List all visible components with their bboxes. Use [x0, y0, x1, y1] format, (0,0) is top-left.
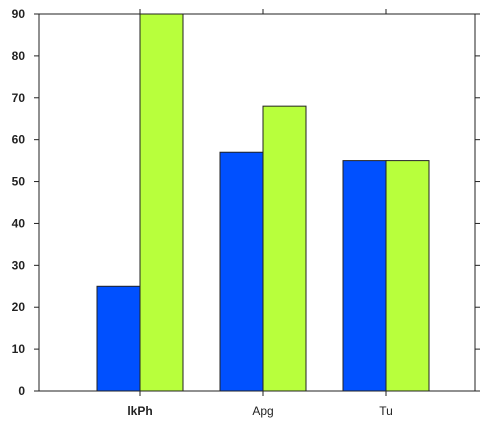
plot-frame	[38, 13, 476, 392]
y-tick-label: 70	[12, 91, 26, 105]
x-axis-ticks: lkPh Apg Tu	[127, 9, 393, 418]
y-axis-ticks: 0 10 20 30 40 50 60 70 80 90	[12, 7, 480, 398]
bars-group	[96, 13, 430, 392]
y-tick-label: 0	[18, 384, 25, 398]
y-tick-label: 40	[12, 216, 26, 230]
x-tick-label-Apg: Apg	[252, 404, 273, 418]
x-tick-label-lkPh: lkPh	[127, 404, 152, 418]
y-tick-label: 50	[12, 175, 26, 189]
y-tick-label: 90	[12, 7, 26, 21]
bar-series1-Apg	[219, 151, 264, 392]
y-tick-label: 80	[12, 49, 26, 63]
bar-series2-lkPh	[139, 13, 184, 392]
y-tick-label: 20	[12, 300, 26, 314]
bar-series1-lkPh	[96, 285, 141, 392]
y-tick-label: 60	[12, 133, 26, 147]
y-tick-label: 30	[12, 258, 26, 272]
axes-group	[38, 13, 476, 392]
x-tick-label-Tu: Tu	[379, 404, 393, 418]
y-tick-label: 10	[12, 342, 26, 356]
bar-series1-Tu	[342, 160, 387, 392]
bar-series2-Apg	[262, 105, 307, 392]
bar-series2-Tu	[385, 160, 430, 392]
